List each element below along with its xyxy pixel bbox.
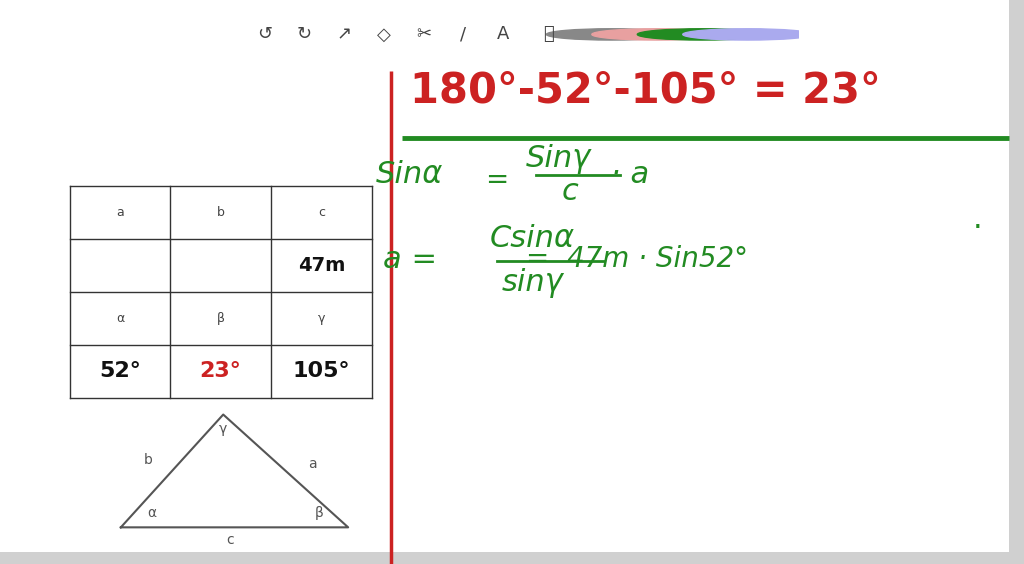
Text: b: b [144,453,153,466]
Text: β: β [315,506,324,520]
Text: 180°-52°-105° = 23°: 180°-52°-105° = 23° [410,69,881,111]
Text: a: a [116,206,124,219]
Text: · a: · a [610,160,649,190]
Text: a =: a = [383,245,436,274]
Text: A: A [497,25,509,43]
Text: 52°: 52° [99,361,141,381]
Text: c: c [226,534,234,547]
Circle shape [592,29,722,40]
Text: b: b [217,206,224,219]
Circle shape [683,29,812,40]
Circle shape [637,29,767,40]
Text: γ: γ [317,312,325,325]
Text: c: c [317,206,325,219]
Text: β: β [217,312,224,325]
Text: .: . [973,205,983,235]
Text: =: = [485,166,508,195]
Text: 🖼: 🖼 [544,25,554,43]
Text: α: α [116,312,124,325]
Text: c: c [562,177,579,206]
Text: =  47m · Sin52°: = 47m · Sin52° [526,245,748,274]
Text: 105°: 105° [293,361,350,381]
Text: α: α [147,506,156,520]
Text: ↻: ↻ [297,25,312,43]
Text: a: a [308,457,316,470]
Text: Sinα: Sinα [376,160,443,190]
Text: sinγ: sinγ [502,268,563,298]
Text: 23°: 23° [200,361,242,381]
Circle shape [547,29,676,40]
Text: ✂: ✂ [416,25,431,43]
Text: γ: γ [219,422,227,435]
Text: 47m: 47m [298,256,345,275]
Text: ↗: ↗ [337,25,351,43]
Text: /: / [461,25,467,43]
Text: Csinα: Csinα [489,223,575,253]
Text: ↺: ↺ [257,25,272,43]
Text: ◇: ◇ [377,25,391,43]
FancyBboxPatch shape [0,552,1024,564]
Text: Sinγ: Sinγ [525,144,591,174]
FancyBboxPatch shape [1009,0,1024,552]
